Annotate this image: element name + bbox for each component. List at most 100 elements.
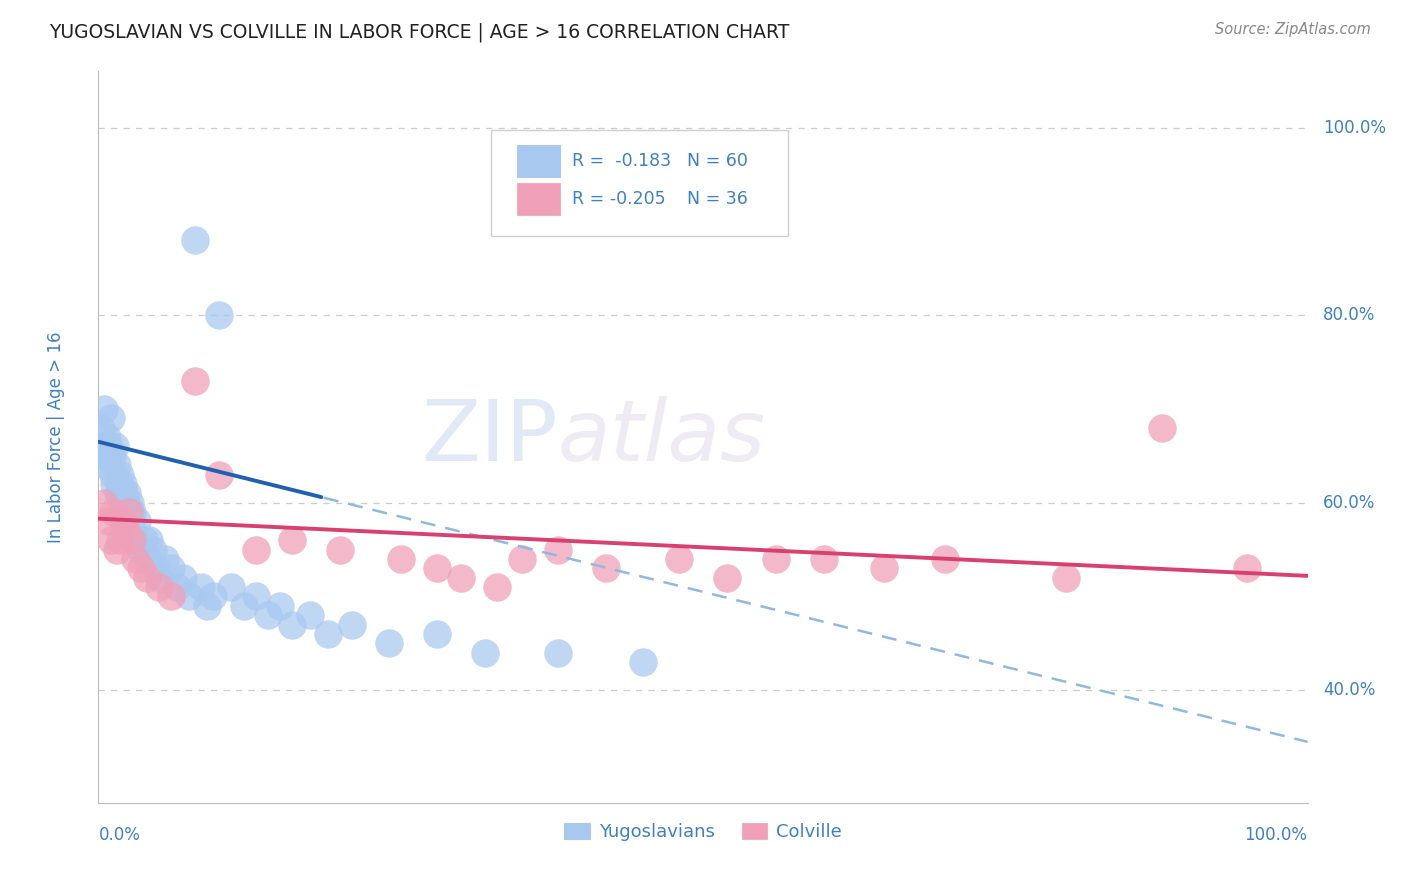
Point — [184, 374, 207, 388]
Point — [245, 542, 267, 557]
Point — [389, 552, 412, 566]
Point — [97, 515, 120, 529]
Point — [184, 233, 207, 247]
FancyBboxPatch shape — [517, 145, 561, 178]
Point — [153, 552, 176, 566]
Point — [118, 496, 141, 510]
Point — [426, 627, 449, 641]
Point — [107, 486, 129, 500]
Point — [208, 308, 231, 322]
Text: ZIP: ZIP — [422, 395, 558, 479]
Text: 40.0%: 40.0% — [1323, 681, 1375, 699]
Point — [129, 542, 152, 557]
Point — [120, 515, 142, 529]
Point — [668, 552, 690, 566]
Point — [316, 627, 339, 641]
Point — [142, 542, 165, 557]
Point — [100, 449, 122, 463]
Point — [135, 552, 157, 566]
Text: R =  -0.183: R = -0.183 — [572, 153, 672, 170]
Point — [115, 496, 138, 510]
Point — [108, 533, 131, 548]
Point — [100, 411, 122, 425]
Point — [232, 599, 254, 613]
Point — [135, 571, 157, 585]
Text: 100.0%: 100.0% — [1244, 826, 1308, 844]
Point — [245, 590, 267, 604]
Point — [91, 440, 114, 454]
Point — [117, 486, 139, 500]
Point — [112, 486, 135, 500]
Point — [91, 449, 114, 463]
Text: atlas: atlas — [558, 395, 766, 479]
Point — [160, 590, 183, 604]
Point — [124, 552, 146, 566]
Point — [93, 496, 115, 510]
Point — [160, 561, 183, 575]
Point — [1054, 571, 1077, 585]
Point — [547, 542, 569, 557]
Text: 0.0%: 0.0% — [98, 826, 141, 844]
Point — [1152, 420, 1174, 434]
Point — [134, 533, 156, 548]
Point — [98, 440, 121, 454]
Text: N = 60: N = 60 — [688, 153, 748, 170]
Point — [547, 646, 569, 660]
Point — [100, 533, 122, 548]
Point — [813, 552, 835, 566]
Point — [426, 561, 449, 575]
Text: In Labor Force | Age > 16: In Labor Force | Age > 16 — [46, 331, 65, 543]
Point — [195, 599, 218, 613]
Point — [190, 580, 212, 594]
Point — [486, 580, 509, 594]
Point — [202, 590, 225, 604]
Point — [129, 561, 152, 575]
Point — [103, 477, 125, 491]
Text: N = 36: N = 36 — [688, 190, 748, 209]
Text: 60.0%: 60.0% — [1323, 494, 1375, 512]
Point — [118, 505, 141, 519]
Point — [329, 542, 352, 557]
Point — [104, 440, 127, 454]
Point — [377, 636, 399, 650]
Legend: Yugoslavians, Colville: Yugoslavians, Colville — [557, 816, 849, 848]
Point — [474, 646, 496, 660]
Point — [97, 449, 120, 463]
Point — [96, 430, 118, 444]
Point — [221, 580, 243, 594]
Point — [118, 505, 141, 519]
FancyBboxPatch shape — [517, 183, 561, 216]
Point — [121, 533, 143, 548]
Text: 100.0%: 100.0% — [1323, 119, 1386, 136]
Point — [179, 590, 201, 604]
Point — [765, 552, 787, 566]
Point — [716, 571, 738, 585]
Point — [148, 571, 170, 585]
FancyBboxPatch shape — [492, 130, 787, 235]
Point — [111, 477, 134, 491]
Point — [256, 608, 278, 623]
Point — [90, 420, 112, 434]
Point — [94, 458, 117, 473]
Point — [172, 571, 194, 585]
Text: Source: ZipAtlas.com: Source: ZipAtlas.com — [1215, 22, 1371, 37]
Point — [269, 599, 291, 613]
Point — [101, 467, 124, 482]
Point — [1236, 561, 1258, 575]
Point — [101, 505, 124, 519]
Text: R = -0.205: R = -0.205 — [572, 190, 666, 209]
Point — [110, 496, 132, 510]
Point — [166, 580, 188, 594]
Text: YUGOSLAVIAN VS COLVILLE IN LABOR FORCE | AGE > 16 CORRELATION CHART: YUGOSLAVIAN VS COLVILLE IN LABOR FORCE |… — [49, 22, 790, 42]
Point — [934, 552, 956, 566]
Point — [121, 505, 143, 519]
Point — [105, 458, 128, 473]
Text: 80.0%: 80.0% — [1323, 306, 1375, 324]
Point — [510, 552, 533, 566]
Point — [208, 467, 231, 482]
Point — [127, 515, 149, 529]
Point — [93, 401, 115, 416]
Point — [595, 561, 617, 575]
Point — [138, 533, 160, 548]
Point — [281, 533, 304, 548]
